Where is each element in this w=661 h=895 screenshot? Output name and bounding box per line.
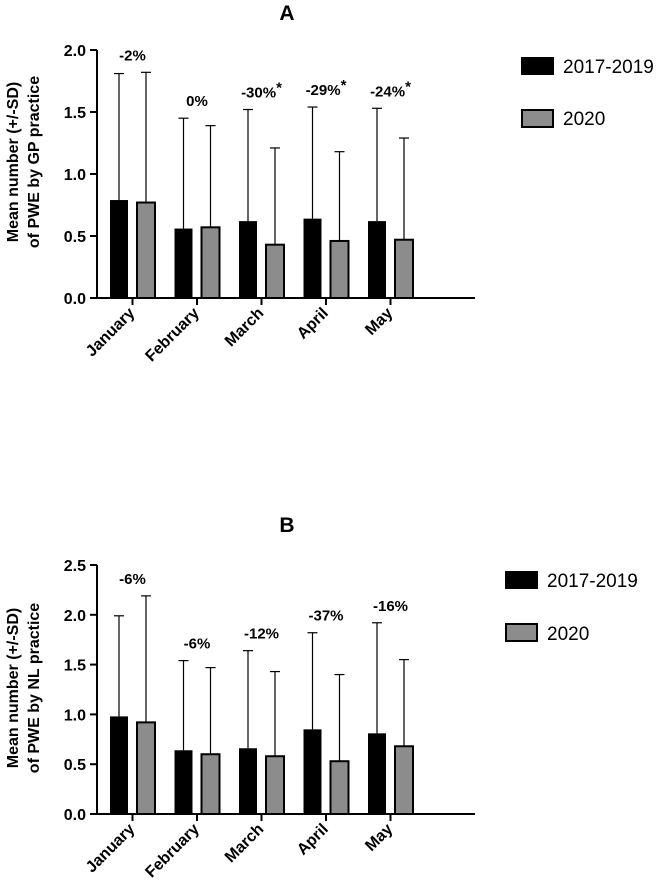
bar-a-2020: [329, 239, 350, 300]
bar-b-2020: [329, 760, 350, 815]
category-label-a: January: [83, 305, 138, 360]
change-annotation-a: -2%: [119, 47, 146, 64]
change-annotation-a: -24%*: [370, 78, 411, 100]
legend-a-label-2020: 2020: [563, 109, 605, 130]
bar-b-2020: [200, 753, 221, 815]
y-tick-label-b: 2.0: [64, 608, 86, 625]
category-label-a: May: [362, 305, 396, 339]
change-annotation-a: 0%: [186, 93, 208, 110]
change-annotation-a: -30%*: [241, 80, 282, 102]
bar-b-2017-2019: [110, 716, 128, 814]
bar-a-2020: [136, 201, 156, 300]
panel-a: A Mean number (+/-SD) of PWE by GP pract…: [5, 2, 654, 365]
panel-b-plot: 0.0 0.5 1.0 1.5 2.0 2.5 January -6% February -6% M…: [64, 558, 475, 881]
y-tick-label-b: 1.0: [64, 707, 86, 724]
bar-a-2017-2019: [239, 221, 257, 298]
bar-a-2020: [265, 243, 285, 299]
panel-a-ylabel-line1: Mean number (+/-SD): [5, 82, 22, 242]
panel-b-ylabel-line1: Mean number (+/-SD): [5, 608, 22, 768]
bar-b-2017-2019: [368, 733, 386, 814]
change-annotation-b: -16%: [373, 598, 408, 615]
legend-a-swatch-2017-2019: [521, 57, 554, 75]
change-annotation-b: -12%: [244, 626, 279, 643]
change-annotation-a: -29%*: [306, 77, 347, 99]
legend-b-label-2020: 2020: [547, 624, 589, 645]
y-tick-label-a: 1.0: [64, 167, 86, 184]
y-tick-label-b: 1.5: [64, 658, 86, 675]
y-tick-label-a: 1.5: [64, 105, 86, 122]
category-label-b: February: [142, 821, 203, 882]
panel-b-title: B: [279, 514, 294, 537]
bar-b-2017-2019: [174, 750, 193, 814]
panel-b-legend: 2017-2019 2020: [505, 571, 638, 645]
panel-a-legend: 2017-2019 2020: [521, 57, 654, 130]
category-label-a: April: [294, 305, 332, 343]
bar-a-2017-2019: [174, 228, 193, 298]
panel-a-title: A: [279, 2, 294, 25]
category-label-b: January: [83, 821, 138, 876]
significance-star: *: [405, 78, 411, 95]
change-annotation-b: -6%: [119, 571, 146, 588]
bar-a-2017-2019: [110, 200, 128, 298]
significance-star: *: [341, 77, 347, 94]
y-tick-label-b: 2.5: [64, 558, 86, 575]
category-label-b: April: [294, 821, 332, 859]
change-annotation-b: -37%: [308, 608, 343, 625]
category-label-b: May: [362, 821, 396, 855]
legend-a-swatch-2020: [521, 109, 554, 128]
y-tick-label-a: 0.0: [64, 291, 86, 308]
change-annotation-b: -6%: [184, 636, 211, 653]
bar-b-2020: [265, 755, 285, 815]
bar-b-2020: [136, 721, 156, 815]
bar-b-2017-2019: [303, 729, 322, 814]
bar-a-2017-2019: [368, 221, 386, 298]
y-tick-label-b: 0.5: [64, 757, 86, 774]
panel-b-ylabel-line2: of PWE by NL practice: [26, 603, 43, 774]
legend-b-swatch-2020: [505, 623, 538, 642]
panel-b: B Mean number (+/-SD) of PWE by NL pract…: [5, 514, 638, 881]
panel-a-ylabel-line2: of PWE by GP practice: [26, 76, 43, 248]
legend-a-label-2017-2019: 2017-2019: [563, 57, 654, 78]
legend-b-label-2017-2019: 2017-2019: [547, 571, 638, 592]
y-tick-label-b: 0.0: [64, 807, 86, 824]
bar-b-2020: [394, 745, 414, 815]
bar-b-2017-2019: [239, 748, 257, 814]
y-tick-label-a: 0.5: [64, 229, 86, 246]
category-label-a: February: [142, 305, 203, 366]
bar-a-2020: [200, 226, 221, 300]
legend-b-swatch-2017-2019: [505, 571, 538, 589]
bar-a-2020: [394, 238, 414, 299]
category-label-a: March: [222, 305, 267, 350]
bar-a-2017-2019: [303, 218, 322, 298]
category-label-b: March: [222, 821, 267, 866]
y-tick-label-a: 2.0: [64, 43, 86, 60]
significance-star: *: [276, 80, 282, 97]
panel-a-plot: 0.0 0.5 1.0 1.5 2.0 January -2% February 0% March…: [64, 43, 475, 365]
